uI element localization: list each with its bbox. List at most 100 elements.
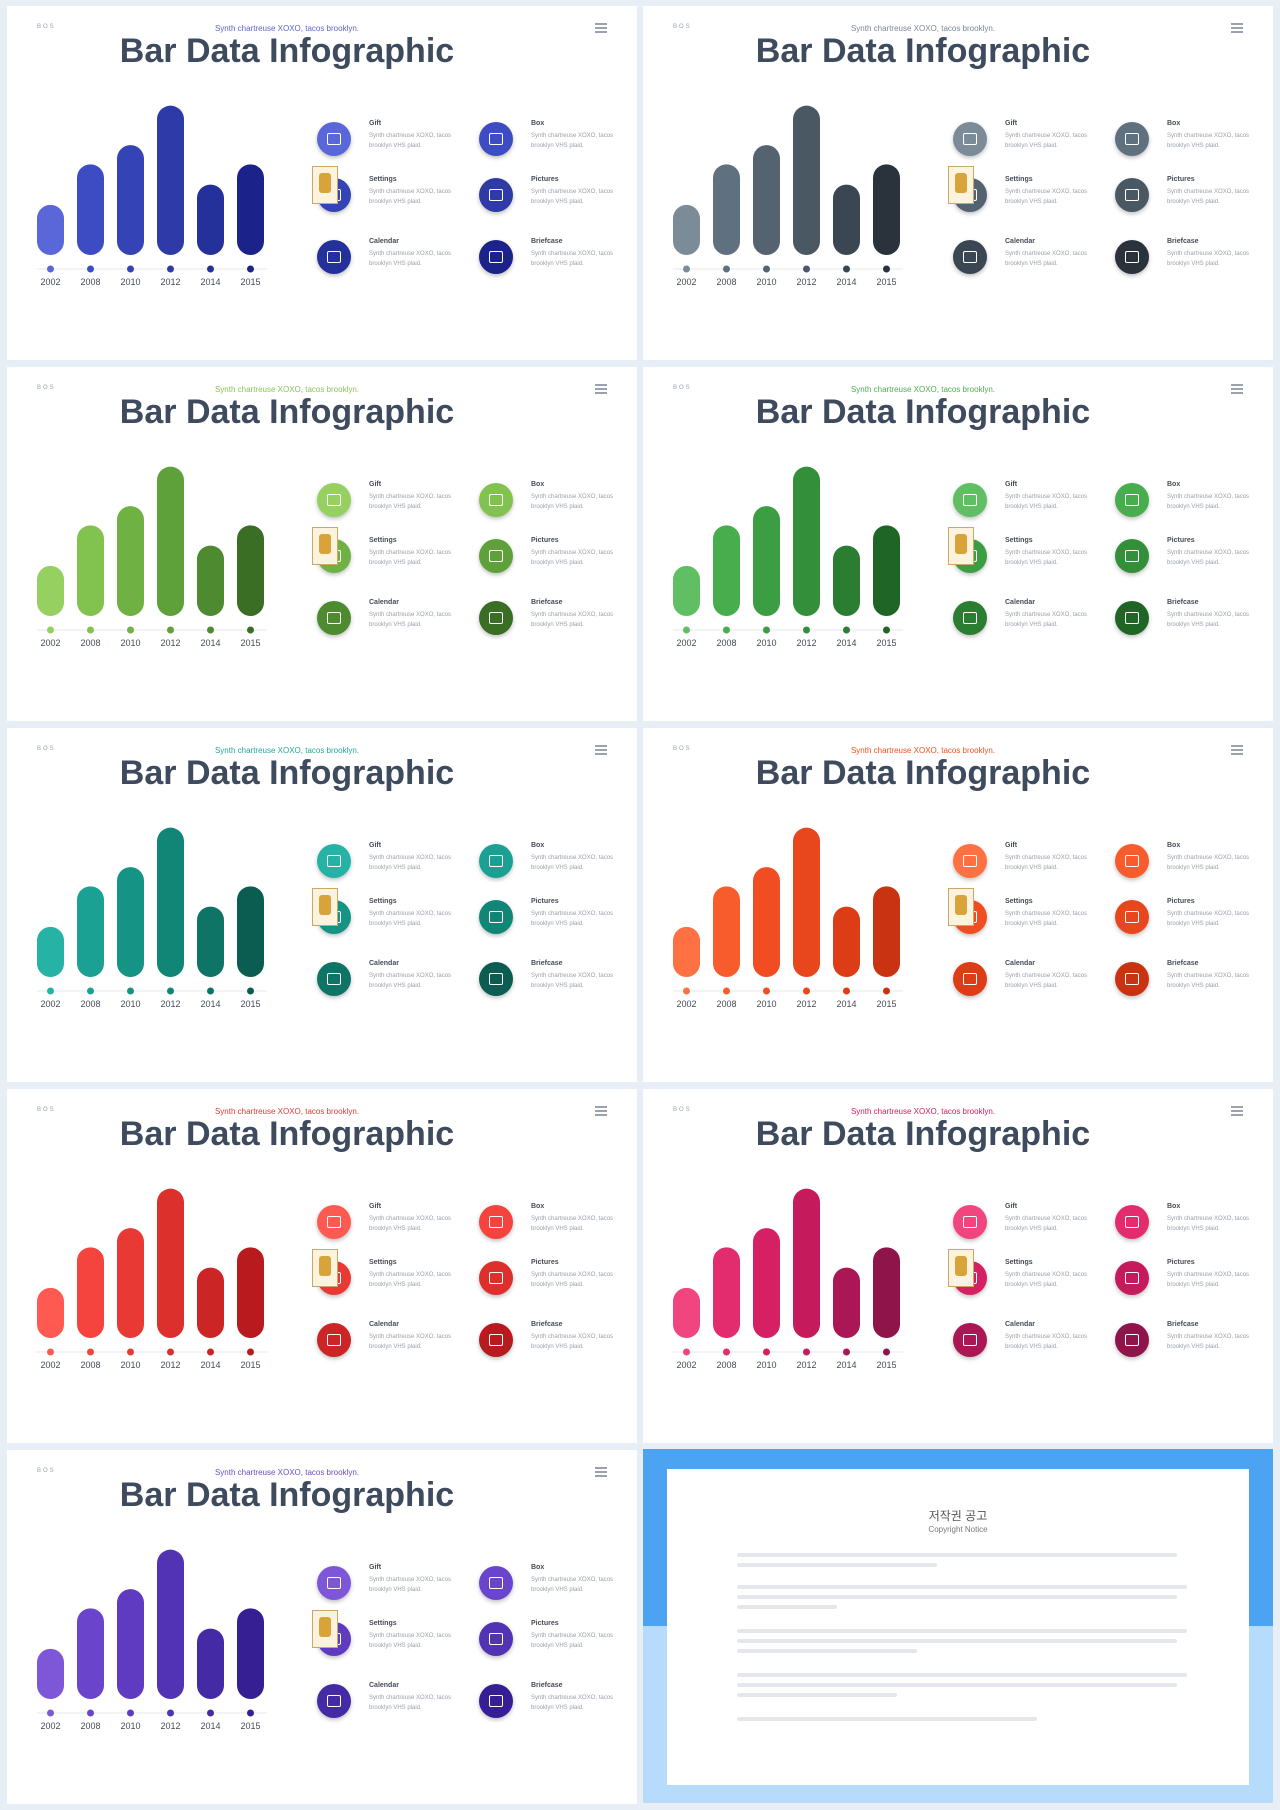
feature-description: Synth chartreuse XOXO, tacos brooklyn VH… (1167, 550, 1250, 566)
briefcase-icon (479, 240, 513, 274)
notice-subtitle: Copyright Notice (928, 1525, 988, 1534)
bar-2008 (77, 1608, 104, 1699)
timeline-dot (843, 987, 850, 995)
timeline-dot (723, 265, 730, 273)
briefcase-icon (479, 601, 513, 635)
tick-label-2008: 2008 (716, 277, 736, 287)
tick-label-2002: 2002 (40, 999, 60, 1009)
tick-label-2012: 2012 (160, 999, 180, 1009)
feature-description: Synth chartreuse XOXO, tacos brooklyn VH… (1167, 1334, 1250, 1350)
feature-label: Gift (1005, 481, 1018, 488)
slide-subtitle: Synth chartreuse XOXO, tacos brooklyn. (214, 24, 360, 33)
feature-item-pictures: Pictures Synth chartreuse XOXO, tacos bro… (479, 174, 629, 220)
briefcase-icon (479, 1684, 513, 1718)
calendar-icon (317, 240, 351, 274)
tick-label-2014: 2014 (200, 1721, 220, 1731)
slide-corner-label: BOS (37, 1468, 56, 1474)
feature-label: Calendar (369, 960, 399, 967)
timeline-dot (883, 265, 890, 273)
bar-2012 (157, 1549, 184, 1699)
box-icon (1115, 483, 1149, 517)
briefcase-icon (1115, 1323, 1149, 1357)
bar-2008 (77, 1247, 104, 1338)
timeline-dot (127, 626, 134, 634)
menu-icon-bar (1231, 1110, 1243, 1112)
feature-description: Synth chartreuse XOXO, tacos brooklyn VH… (531, 1633, 614, 1649)
icon-glyph (963, 973, 977, 985)
bar-2012 (793, 827, 820, 977)
menu-icon (595, 745, 607, 757)
menu-icon-bar (595, 1467, 607, 1469)
feature-description: Synth chartreuse XOXO, tacos brooklyn VH… (1167, 1216, 1250, 1232)
timeline-dot (207, 626, 214, 634)
stamp-overlay-icon (312, 888, 338, 926)
feature-label: Gift (369, 120, 382, 127)
bar-2014 (197, 545, 224, 616)
slide-title: Bar Data Infographic (755, 32, 1091, 70)
feature-label: Box (1167, 1203, 1181, 1210)
bar-2015 (873, 886, 900, 977)
tick-label-2008: 2008 (80, 638, 100, 648)
feature-label: Pictures (531, 1259, 559, 1266)
feature-description: Synth chartreuse XOXO, tacos brooklyn VH… (1005, 973, 1088, 989)
feature-label: Settings (1005, 537, 1033, 544)
feature-item-briefcase: Briefcase Synth chartreuse XOXO, tacos br… (479, 958, 629, 1004)
feature-label: Calendar (369, 599, 399, 606)
tick-label-2002: 2002 (676, 1360, 696, 1370)
menu-icon-bar (1231, 388, 1243, 390)
bar-2010 (117, 506, 144, 616)
briefcase-icon (1115, 240, 1149, 274)
feature-item-briefcase: Briefcase Synth chartreuse XOXO, tacos br… (479, 236, 629, 282)
box-icon (479, 1205, 513, 1239)
briefcase-icon (479, 1323, 513, 1357)
feature-description: Synth chartreuse XOXO, tacos brooklyn VH… (1167, 1272, 1250, 1288)
timeline-dot (803, 265, 810, 273)
feature-description: Synth chartreuse XOXO, tacos brooklyn VH… (369, 189, 452, 205)
slide: BOS Synth chartreuse XOXO, tacos brooklyn… (643, 728, 1273, 1082)
bar-2015 (873, 1247, 900, 1338)
timeline-dot (47, 987, 54, 995)
icon-glyph (327, 855, 341, 867)
menu-icon (1231, 23, 1243, 35)
feature-label: Briefcase (531, 238, 563, 245)
menu-icon-bar (1231, 749, 1243, 751)
feature-label: Calendar (369, 1321, 399, 1328)
feature-item-pictures: Pictures Synth chartreuse XOXO, tacos bro… (1115, 535, 1265, 581)
pictures-icon (479, 178, 513, 212)
tick-label-2014: 2014 (200, 1360, 220, 1370)
icon-glyph (489, 189, 503, 201)
bar-2015 (873, 525, 900, 616)
box-icon (1115, 844, 1149, 878)
feature-description: Synth chartreuse XOXO, tacos brooklyn VH… (1005, 612, 1088, 628)
menu-icon-bar (595, 1110, 607, 1112)
pictures-icon (1115, 178, 1149, 212)
box-icon (479, 1566, 513, 1600)
tick-label-2012: 2012 (796, 638, 816, 648)
icon-glyph (489, 1695, 503, 1707)
feature-label: Gift (369, 842, 382, 849)
feature-label: Pictures (531, 537, 559, 544)
slide-title: Bar Data Infographic (119, 1476, 455, 1514)
icon-glyph (327, 1334, 341, 1346)
feature-item-briefcase: Briefcase Synth chartreuse XOXO, tacos br… (1115, 236, 1265, 282)
timeline-dot (207, 1348, 214, 1356)
bar-2002 (37, 1287, 64, 1338)
feature-description: Synth chartreuse XOXO, tacos brooklyn VH… (1167, 494, 1250, 510)
feature-label: Box (531, 481, 545, 488)
feature-description: Synth chartreuse XOXO, tacos brooklyn VH… (531, 1216, 614, 1232)
feature-description: Synth chartreuse XOXO, tacos brooklyn VH… (531, 550, 614, 566)
timeline-dot (247, 987, 254, 995)
feature-item-calendar: Calendar Synth chartreuse XOXO, tacos bro… (953, 958, 1103, 1004)
slide-corner-label: BOS (673, 385, 692, 391)
feature-description: Synth chartreuse XOXO, tacos brooklyn VH… (369, 1334, 452, 1350)
icon-glyph (1125, 1334, 1139, 1346)
bar-2012 (157, 827, 184, 977)
slide: BOS Synth chartreuse XOXO, tacos brooklyn… (7, 6, 637, 360)
timeline-dot (87, 1348, 94, 1356)
feature-item-calendar: Calendar Synth chartreuse XOXO, tacos bro… (953, 236, 1103, 282)
tick-label-2002: 2002 (40, 1721, 60, 1731)
calendar-icon (953, 1323, 987, 1357)
timeline-dot (803, 626, 810, 634)
bar-2014 (833, 906, 860, 977)
gift-icon (953, 122, 987, 156)
